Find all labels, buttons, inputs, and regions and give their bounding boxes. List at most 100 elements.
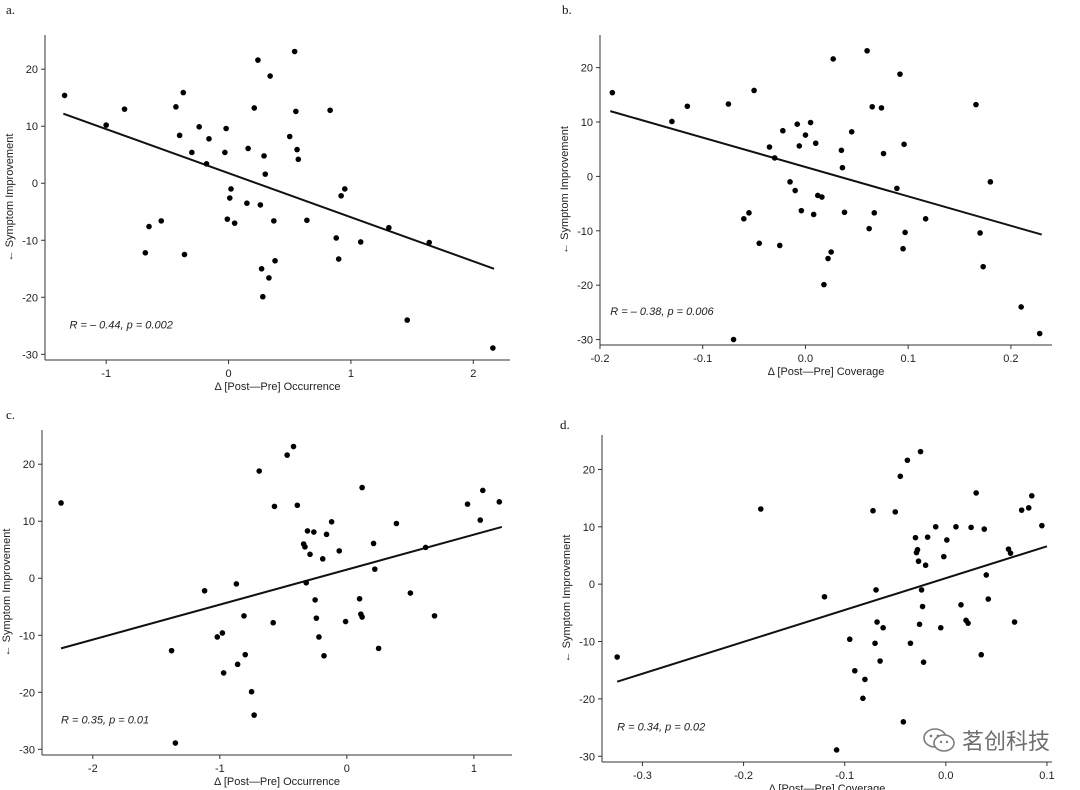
data-point (937, 624, 944, 631)
x-tick-label: 0.1 (1039, 770, 1054, 782)
data-point (333, 235, 340, 241)
y-tick-label: 0 (32, 178, 38, 190)
data-point (311, 529, 317, 535)
data-point (870, 507, 876, 514)
watermark-text: 茗创科技 (961, 730, 1050, 755)
stats-p: p = 0.002 (126, 320, 173, 332)
watermark: 茗创科技 (922, 724, 1050, 756)
data-point (878, 105, 885, 111)
data-point (370, 540, 377, 547)
data-point (880, 150, 887, 157)
data-point (917, 448, 924, 455)
data-point (168, 647, 175, 654)
data-point (372, 566, 378, 572)
data-point (224, 216, 231, 222)
scatter-plot: -30 -20 -10 0 10 20 -0.3 -0.2 -0.1 0.0 0.1 Δ [Post—… (561, 435, 1055, 790)
data-point (846, 636, 853, 643)
panel-label: b. (562, 2, 572, 17)
data-point (342, 186, 348, 192)
data-point (821, 281, 827, 288)
x-tick-label: 0.0 (798, 353, 813, 365)
data-point (860, 695, 866, 702)
data-point (286, 133, 293, 140)
data-point (304, 528, 311, 534)
data-point (271, 218, 277, 224)
regression-line (63, 112, 495, 270)
data-point (262, 171, 269, 177)
y-tick-label: -30 (22, 349, 38, 361)
data-point (920, 659, 927, 665)
data-point (852, 667, 858, 674)
data-point (146, 223, 152, 230)
y-tick-label: 10 (23, 516, 35, 528)
data-point (873, 587, 879, 593)
y-tick-label: -10 (579, 637, 595, 649)
data-point (290, 443, 297, 450)
data-point (932, 523, 939, 530)
stats-r: R = – 0.44, (69, 320, 126, 332)
wechat-icon (922, 727, 956, 753)
data-point (965, 620, 971, 626)
data-point (61, 92, 68, 99)
x-axis-title: Δ [Post—Pre] Occurrence (214, 776, 340, 788)
data-point (862, 676, 868, 683)
data-point (327, 107, 333, 114)
stats-annotation: R = – 0.44, p = 0.002 (69, 320, 172, 332)
stats-annotation: R = 0.34, p = 0.02 (617, 721, 705, 733)
data-point (828, 249, 834, 255)
data-point (833, 747, 840, 753)
data-point (257, 202, 264, 208)
data-point (900, 719, 907, 725)
data-point (323, 531, 330, 538)
data-point (303, 580, 310, 586)
data-point (258, 265, 265, 272)
data-point (477, 517, 484, 523)
data-point (958, 602, 964, 608)
data-point (1011, 619, 1018, 625)
data-point (58, 500, 64, 506)
data-point (244, 200, 250, 207)
data-point (196, 123, 202, 130)
data-point (922, 216, 929, 222)
data-point (357, 239, 364, 245)
data-point (142, 250, 149, 256)
data-point (614, 654, 620, 660)
data-point (328, 518, 335, 525)
data-point (464, 501, 471, 507)
x-tick-label: -0.2 (734, 770, 753, 782)
panel-label: d. (560, 417, 570, 432)
data-point (1036, 330, 1043, 337)
data-point (953, 523, 959, 530)
data-point (973, 101, 979, 108)
data-point (335, 256, 342, 262)
stats-r: R = 0.35, (61, 715, 109, 727)
panel-a: a. -30 -20 -10 0 10 20 -1 0 1 2 Δ [Post—Pre] Occur… (0, 0, 540, 395)
y-tick-label: 20 (26, 64, 38, 76)
data-point (918, 587, 925, 593)
stats-p: p = 0.006 (666, 306, 714, 318)
x-tick-label: -1 (101, 368, 111, 380)
data-point (830, 56, 836, 62)
data-point (684, 103, 691, 110)
y-tick-label: -10 (19, 630, 35, 642)
data-point (977, 230, 983, 236)
data-point (874, 619, 880, 625)
data-point (233, 581, 240, 587)
data-point (821, 593, 828, 600)
data-point (356, 595, 363, 602)
data-point (1018, 304, 1024, 310)
data-point (422, 544, 429, 551)
data-point (756, 240, 763, 247)
data-point (234, 661, 241, 668)
data-point (223, 125, 229, 132)
x-tick-label: -0.3 (633, 770, 652, 782)
x-tick-label: 0.2 (1003, 353, 1018, 365)
y-tick-label: 0 (29, 573, 35, 585)
data-point (214, 634, 221, 640)
data-point (915, 558, 922, 565)
data-point (158, 218, 165, 224)
data-point (1039, 522, 1045, 529)
data-point (968, 524, 974, 531)
data-point (313, 615, 320, 621)
y-tick-label: -20 (577, 280, 593, 292)
